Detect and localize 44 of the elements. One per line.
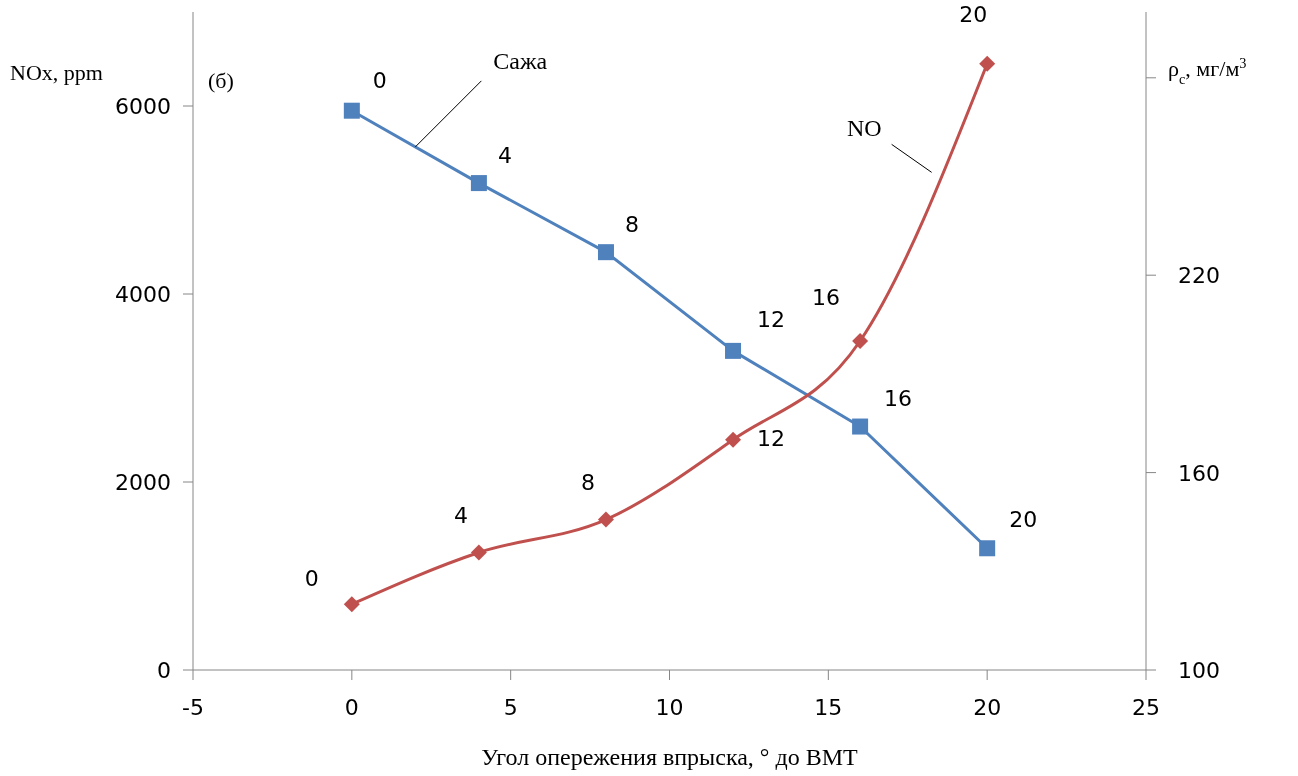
y-tick-label: 6000: [115, 94, 171, 119]
x-tick-label: 25: [1132, 695, 1160, 720]
y-axis-title: NOx, ppm: [10, 60, 103, 85]
annotation: 8: [580, 469, 595, 495]
point: [725, 342, 742, 359]
text: Сажа: [493, 47, 548, 74]
annotation: 4: [497, 142, 512, 168]
point: [979, 55, 996, 72]
y2-tick-label: 100: [1178, 658, 1220, 683]
annotation: 8: [624, 211, 639, 237]
x-tick-label: 15: [814, 695, 843, 720]
point: [343, 596, 360, 613]
annotation: 20: [1009, 506, 1038, 532]
point: [343, 102, 360, 119]
point: [597, 511, 614, 528]
x-tick-label: 20: [973, 695, 1002, 720]
point: [725, 431, 742, 448]
text: NO: [846, 115, 882, 142]
x-tick-label: 10: [655, 695, 684, 720]
point: [979, 540, 996, 557]
x-axis-title: Угол опережения впрыска, ° до ВМТ: [481, 744, 858, 770]
point: [597, 244, 614, 261]
annotation: 0: [372, 67, 387, 93]
y-tick-label: 0: [157, 658, 171, 683]
x-tick-label: 0: [344, 695, 359, 720]
y2-axis-title: ρ$_{c}$, мг/м$^{3}$: [1168, 55, 1247, 87]
x-tick-label: -5: [182, 695, 204, 720]
annotation: 12: [757, 307, 786, 333]
point: [470, 544, 487, 561]
y-tick-label: 4000: [115, 282, 171, 307]
point: [852, 418, 869, 435]
x-tick-label: 5: [503, 695, 518, 720]
annotation: 16: [884, 386, 913, 412]
point: [470, 175, 487, 192]
annotation: 16: [812, 285, 841, 310]
annotation: 12: [757, 425, 786, 451]
y-tick-label: 2000: [115, 470, 171, 495]
annotation: 0: [304, 566, 319, 592]
annotation: 4: [453, 502, 468, 528]
y2-tick-label: 220: [1178, 263, 1220, 289]
annotation: 20: [959, 1, 988, 27]
y2-tick-label: 160: [1178, 460, 1220, 486]
annotation: (б): [208, 68, 234, 93]
point: [852, 333, 869, 349]
